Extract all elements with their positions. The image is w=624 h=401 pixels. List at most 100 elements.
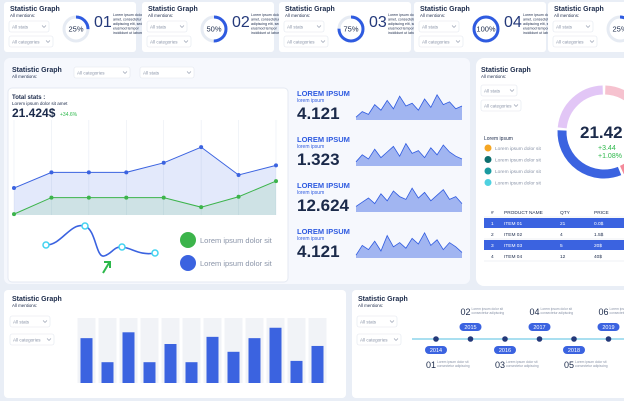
- line: [13, 146, 277, 189]
- donut-segment: [557, 85, 604, 129]
- dropdown-label: All categories: [422, 39, 450, 44]
- event-text: Lorem ipsum dolor sit: [437, 360, 469, 364]
- donut-segment: [604, 85, 624, 101]
- table-row: [484, 251, 624, 261]
- card-text: incididunt ut labore: [113, 31, 143, 35]
- chevron: [451, 25, 457, 28]
- dropdown[interactable]: [283, 35, 329, 48]
- chevron: [316, 25, 322, 28]
- sparkline-area: [356, 232, 462, 258]
- dropdown[interactable]: [552, 20, 594, 33]
- table-cell: 3: [491, 243, 494, 249]
- legend-swatch: [484, 156, 492, 163]
- sparkline: [355, 187, 463, 207]
- legend-label: Lorem ipsum dolor sit: [200, 236, 273, 245]
- card-subtitle: All mentions:: [420, 13, 445, 18]
- card-subtitle: All mentions:: [12, 303, 37, 308]
- chevron: [179, 25, 185, 28]
- total-label: Total stats :: [12, 95, 45, 101]
- year-pill: [597, 323, 620, 331]
- dropdown[interactable]: [8, 20, 50, 33]
- card-text: adipiscing elit, sed do: [251, 22, 285, 26]
- dropdown[interactable]: [480, 84, 518, 97]
- dropdown-label: All stats: [12, 24, 29, 29]
- point: [49, 170, 54, 175]
- chevron: [122, 71, 128, 74]
- card-text: amet, consectetur: [523, 18, 552, 22]
- point: [161, 195, 166, 200]
- card-number: 03: [369, 14, 387, 31]
- point: [274, 163, 278, 168]
- table-cell: ITEM 02: [504, 232, 522, 238]
- card-number: 04: [504, 14, 522, 31]
- chevron: [42, 320, 48, 323]
- card-text: amet, consectetur: [113, 18, 142, 22]
- table-cell: 21: [560, 221, 566, 227]
- sparkline-area: [356, 94, 462, 120]
- card-subtitle: All mentions:: [10, 13, 35, 18]
- dropdown[interactable]: [356, 315, 398, 328]
- wave-marker: [81, 222, 89, 230]
- stat-sub: lorem ipsum: [297, 190, 324, 196]
- wave-marker: [151, 249, 159, 257]
- legend-swatch: [484, 167, 492, 175]
- event-number: 01: [426, 360, 436, 370]
- chevron: [389, 320, 395, 323]
- dropdown[interactable]: [8, 35, 54, 48]
- card-text: Lorem ipsum dolor sit: [523, 13, 557, 17]
- donut-label: 25%: [612, 25, 624, 34]
- bar: [185, 362, 198, 383]
- legend-label: Lorem ipsum dolor sit: [495, 169, 542, 175]
- dropdown[interactable]: [73, 66, 131, 79]
- card-title: Statistic Graph: [481, 67, 531, 74]
- total-value: 21.424$: [12, 106, 56, 120]
- timeline-dot: [502, 336, 508, 342]
- legend-swatch: [484, 144, 492, 152]
- dropdown[interactable]: [418, 20, 460, 33]
- stat-value: 4.121: [297, 242, 340, 261]
- dropdown[interactable]: [480, 99, 522, 112]
- dropdown[interactable]: [283, 20, 325, 33]
- event-text: consectetur adipiscing: [541, 311, 574, 315]
- dropdown[interactable]: [9, 315, 51, 328]
- dropdown[interactable]: [552, 35, 598, 48]
- dropdown-label: All categories: [484, 103, 512, 108]
- stat-value: 4.121: [297, 104, 340, 123]
- dropdown[interactable]: [146, 20, 188, 33]
- table-cell: 1: [491, 221, 494, 227]
- bar: [122, 332, 135, 383]
- year-pill: [563, 346, 585, 354]
- bar: [143, 362, 156, 383]
- table-header: #: [491, 210, 494, 216]
- sparkline-area: [356, 143, 462, 166]
- timeline-dot: [433, 336, 439, 342]
- stat-heading: LOREM IPSUM: [297, 135, 350, 144]
- table-cell: 12: [560, 254, 566, 260]
- point: [86, 170, 91, 175]
- card-number: 01: [94, 14, 112, 31]
- dropdown[interactable]: [356, 333, 402, 346]
- stat-heading: LOREM IPSUM: [297, 89, 350, 98]
- card-text: incididunt ut labore: [251, 31, 281, 35]
- card-text: amet, consectetur: [251, 18, 280, 22]
- dropdown-label: All stats: [13, 319, 30, 324]
- dropdown[interactable]: [418, 35, 464, 48]
- donut-arc: [62, 15, 90, 43]
- bar: [80, 338, 93, 383]
- wave-marker: [42, 241, 50, 249]
- dropdown[interactable]: [139, 66, 195, 79]
- dropdown-label: All categories: [360, 337, 388, 342]
- chevron: [41, 25, 47, 28]
- dropdown[interactable]: [146, 35, 192, 48]
- dropdown[interactable]: [9, 333, 55, 346]
- bar: [248, 338, 261, 383]
- stat-sub: lorem ipsum: [297, 98, 324, 104]
- point: [161, 160, 166, 165]
- dropdown-label: All stats: [360, 319, 377, 324]
- card-text: adipiscing elit, sed do: [113, 22, 147, 26]
- table-header: PRODUCT NAME: [504, 210, 543, 216]
- timeline-dot: [571, 336, 577, 342]
- table-header: PRICE: [594, 210, 609, 216]
- donut-label: 25%: [68, 25, 83, 34]
